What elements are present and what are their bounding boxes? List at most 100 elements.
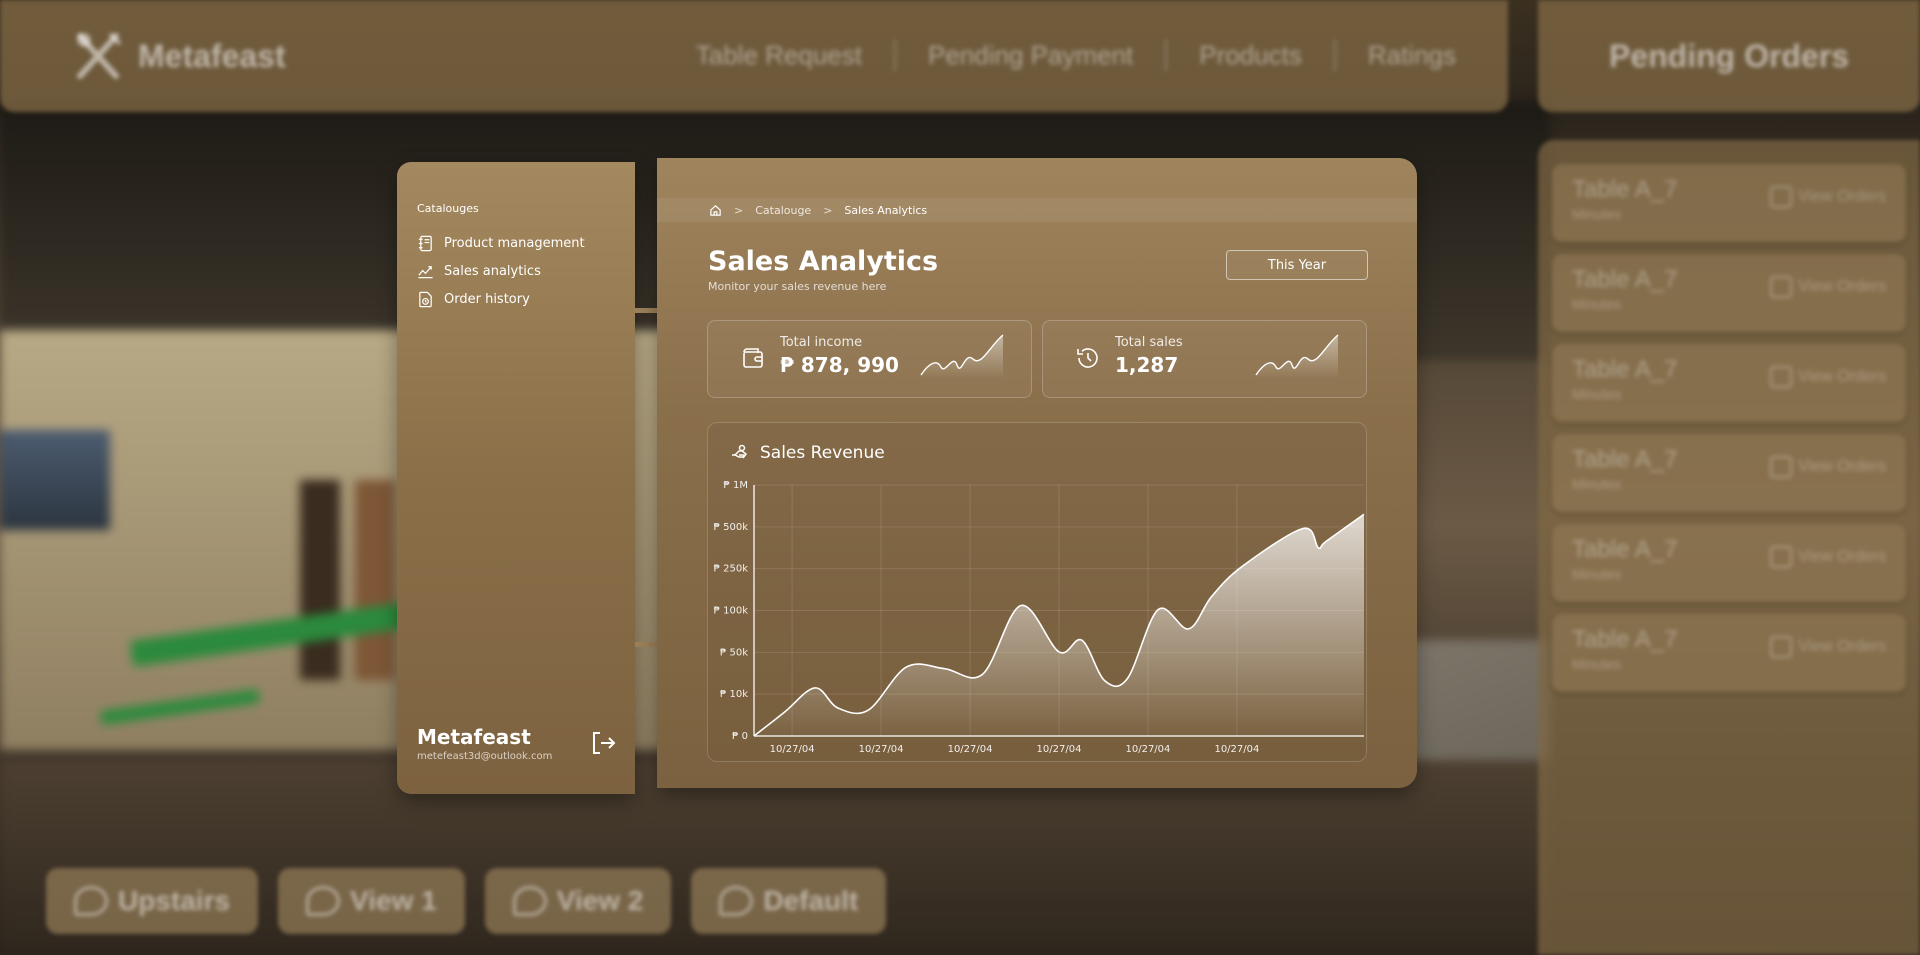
view-label: Upstairs	[118, 885, 231, 916]
breadcrumb-separator: >	[734, 203, 744, 217]
logout-icon[interactable]	[589, 729, 617, 757]
order-time: Minutes	[1572, 206, 1622, 222]
order-table: Table A_7	[1572, 356, 1678, 383]
view-orders-button[interactable]: View Orders	[1770, 636, 1886, 658]
order-card[interactable]: Table A_7 Minutes View Orders	[1552, 614, 1906, 692]
x-tick-label: 10/27/04	[859, 744, 904, 755]
camera-icon	[512, 886, 547, 916]
order-card[interactable]: Table A_7 Minutes View Orders	[1552, 164, 1906, 242]
total-sales-label: Total sales	[1115, 335, 1183, 350]
order-table: Table A_7	[1572, 446, 1678, 473]
order-table: Table A_7	[1572, 176, 1678, 203]
x-tick-label: 10/27/04	[948, 744, 993, 755]
chart-line-icon	[418, 265, 433, 278]
view-orders-label: View Orders	[1798, 458, 1886, 475]
period-select-button[interactable]: This Year	[1226, 250, 1368, 280]
order-table: Table A_7	[1572, 266, 1678, 293]
brand[interactable]: Metafeast	[70, 28, 286, 84]
order-card[interactable]: Table A_7 Minutes View Orders	[1552, 344, 1906, 422]
view-2-button[interactable]: View 2	[484, 868, 672, 934]
main-panel: > Catalouge > Sales Analytics Sales Anal…	[657, 158, 1417, 788]
revenue-area	[754, 514, 1364, 736]
receipt-icon	[1770, 456, 1793, 478]
total-income-label: Total income	[780, 335, 863, 350]
y-tick-label: ₱ 250k	[714, 564, 749, 575]
home-icon[interactable]	[709, 204, 722, 217]
sidebar-item-product-management[interactable]: Product management	[417, 229, 615, 257]
y-tick-label: ₱ 500k	[714, 522, 749, 533]
receipt-icon	[1770, 366, 1793, 388]
history-icon	[1077, 348, 1098, 368]
chart-header: Sales Revenue	[730, 443, 885, 463]
chart-title: Sales Revenue	[760, 443, 885, 463]
sidebar-item-order-history[interactable]: Order history	[417, 285, 615, 313]
total-income-value: ₱ 878, 990	[780, 353, 899, 377]
breadcrumb-current: Sales Analytics	[844, 203, 928, 217]
sidebar: Catalouges Product management Sales anal…	[397, 162, 635, 794]
view-orders-button[interactable]: View Orders	[1770, 366, 1886, 388]
breadcrumb: > Catalouge > Sales Analytics	[657, 198, 1417, 222]
order-time: Minutes	[1572, 476, 1622, 492]
sidebar-item-label: Sales analytics	[444, 263, 541, 279]
top-navigation: Metafeast Table Request Pending Payment …	[0, 0, 1508, 112]
nav-links: Table Request Pending Payment Products R…	[664, 40, 1488, 71]
order-time: Minutes	[1572, 296, 1622, 312]
receipt-icon	[1770, 276, 1793, 298]
breadcrumb-separator: >	[823, 203, 833, 217]
view-orders-button[interactable]: View Orders	[1770, 186, 1886, 208]
sidebar-item-label: Order history	[444, 291, 530, 307]
camera-icon	[74, 886, 108, 916]
account-email: metefeast3d@outlook.com	[417, 751, 553, 762]
order-table: Table A_7	[1572, 536, 1678, 563]
order-card[interactable]: Table A_7 Minutes View Orders	[1552, 254, 1906, 332]
revenue-line	[753, 513, 1365, 737]
sales-revenue-chart-card: ₱ 0 ₱ 10k ₱ 50k ₱ 100k ₱ 250k ₱ 500k ₱ 1M 10/27…	[707, 422, 1367, 762]
view-label: View 1	[350, 885, 437, 916]
brand-name: Metafeast	[138, 37, 286, 74]
nav-products[interactable]: Products	[1165, 40, 1334, 71]
y-tick-label: ₱ 50k	[720, 647, 748, 658]
sales-sparkline	[1255, 334, 1339, 379]
hand-coin-icon	[732, 444, 748, 459]
view-default-button[interactable]: Default	[691, 868, 887, 934]
nav-table-request[interactable]: Table Request	[695, 40, 862, 70]
order-time: Minutes	[1572, 566, 1622, 582]
page-subtitle: Monitor your sales revenue here	[708, 280, 887, 293]
view-orders-button[interactable]: View Orders	[1770, 456, 1886, 478]
view-orders-label: View Orders	[1798, 638, 1886, 655]
sidebar-item-sales-analytics[interactable]: Sales analytics	[417, 257, 615, 285]
nav-pending-payment[interactable]: Pending Payment	[893, 40, 1165, 71]
x-tick-label: 10/27/04	[770, 744, 815, 755]
view-orders-label: View Orders	[1798, 368, 1886, 385]
receipt-icon	[1770, 636, 1793, 658]
total-sales-card: Total sales 1,287	[1042, 320, 1367, 398]
y-tick-label: ₱ 100k	[714, 606, 749, 617]
view-1-button[interactable]: View 1	[278, 868, 465, 934]
camera-icon	[719, 886, 754, 916]
crossed-utensils-icon	[77, 32, 122, 79]
receipt-icon	[1770, 186, 1793, 208]
sales-revenue-chart: ₱ 0 ₱ 10k ₱ 50k ₱ 100k ₱ 250k ₱ 500k ₱ 1M 10/27…	[714, 480, 1365, 755]
account-name: Metafeast	[417, 725, 531, 749]
order-card[interactable]: Table A_7 Minutes View Orders	[1552, 524, 1906, 602]
view-orders-label: View Orders	[1798, 188, 1886, 205]
income-sparkline	[920, 334, 1004, 379]
view-orders-button[interactable]: View Orders	[1770, 276, 1886, 298]
breadcrumb-catalouge[interactable]: Catalouge	[755, 203, 812, 217]
total-income-card: Total income ₱ 878, 990	[707, 320, 1032, 398]
view-label: View 2	[556, 885, 644, 916]
panel-connector	[635, 642, 657, 647]
pending-orders-panel: Table A_7 Minutes View Orders Table A_7 …	[1538, 140, 1920, 955]
view-label: Default	[763, 885, 859, 916]
view-upstairs-button[interactable]: Upstairs	[46, 868, 259, 934]
pending-orders-title: Pending Orders	[1538, 0, 1920, 112]
view-orders-label: View Orders	[1798, 278, 1886, 295]
sidebar-item-label: Product management	[444, 235, 585, 251]
view-orders-label: View Orders	[1798, 548, 1886, 565]
nav-ratings[interactable]: Ratings	[1333, 40, 1488, 71]
total-sales-value: 1,287	[1115, 353, 1179, 377]
view-orders-button[interactable]: View Orders	[1770, 546, 1886, 568]
order-time: Minutes	[1572, 656, 1622, 672]
order-card[interactable]: Table A_7 Minutes View Orders	[1552, 434, 1906, 512]
wallet-icon	[743, 348, 763, 368]
